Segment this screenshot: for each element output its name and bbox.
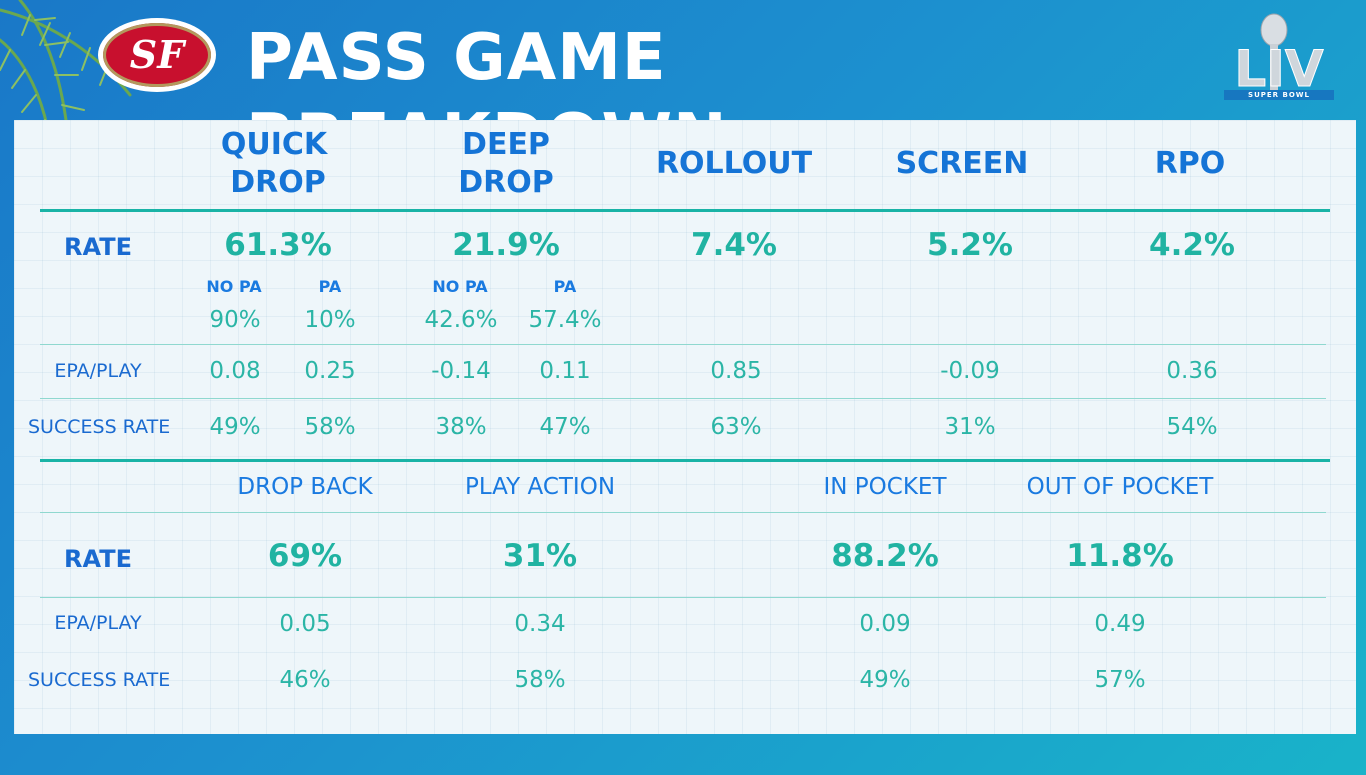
epa-rollout: 0.85 <box>710 358 762 384</box>
deep-no-pa-label: NO PA <box>432 277 488 296</box>
epa-rpo: 0.36 <box>1166 358 1218 384</box>
top-epa-label: EPA/PLAY <box>54 360 142 382</box>
rate-play-action: 31% <box>502 538 578 574</box>
col-rpo: RPO <box>1154 146 1226 181</box>
quick-no-pa-label: NO PA <box>206 277 262 296</box>
quick-pa-value: 10% <box>304 307 356 333</box>
deep-pa-label: PA <box>553 277 577 296</box>
super-bowl-trophy-icon: LIV <box>1234 13 1324 99</box>
epa-play-action: 0.34 <box>514 611 566 637</box>
49ers-logo-icon: SF <box>98 18 216 92</box>
epa-deep-no-pa: -0.14 <box>431 358 491 384</box>
epa-out-of-pocket: 0.49 <box>1094 611 1146 637</box>
page-title: PASS GAME BREAKDOWN <box>246 21 727 175</box>
success-quick-no-pa: 49% <box>209 414 261 440</box>
rate-rpo: 4.2% <box>1149 227 1235 263</box>
event-logo-caption: SUPER BOWL <box>1224 90 1334 100</box>
rate-deep-drop: 21.9% <box>452 227 560 263</box>
epa-screen: -0.09 <box>940 358 1000 384</box>
col-deep-drop-l1: DEEP <box>462 127 550 162</box>
rate-in-pocket: 88.2% <box>831 538 939 574</box>
team-logo-text: SF <box>129 32 185 77</box>
success-quick-pa: 58% <box>304 414 356 440</box>
epa-in-pocket: 0.09 <box>859 611 911 637</box>
epa-deep-pa: 0.11 <box>539 358 591 384</box>
top-success-label: SUCCESS RATE <box>28 416 171 438</box>
success-rpo: 54% <box>1166 414 1218 440</box>
top-rate-divider <box>40 344 1326 345</box>
col-drop-back: DROP BACK <box>237 474 373 500</box>
quick-pa-label: PA <box>318 277 342 296</box>
rate-quick-drop: 61.3% <box>224 227 332 263</box>
col-screen: SCREEN <box>895 146 1029 181</box>
success-rollout: 63% <box>710 414 762 440</box>
col-deep-drop-l2: DROP <box>458 165 554 200</box>
event-logo-text: LIV <box>1234 40 1323 98</box>
rate-rollout: 7.4% <box>691 227 777 263</box>
top-epa-divider <box>40 398 1326 399</box>
deep-pa-value: 57.4% <box>528 307 602 333</box>
bottom-success-label: SUCCESS RATE <box>28 669 171 691</box>
bottom-header-divider <box>40 512 1326 513</box>
rate-out-of-pocket: 11.8% <box>1066 538 1174 574</box>
success-out-of-pocket: 57% <box>1094 667 1146 693</box>
bottom-epa-label: EPA/PLAY <box>54 612 142 634</box>
col-out-of-pocket: OUT OF POCKET <box>1026 474 1214 500</box>
col-play-action: PLAY ACTION <box>464 474 616 500</box>
success-drop-back: 46% <box>279 667 331 693</box>
top-header-divider <box>40 209 1330 212</box>
epa-drop-back: 0.05 <box>279 611 331 637</box>
success-deep-pa: 47% <box>539 414 591 440</box>
col-rollout: ROLLOUT <box>655 146 813 181</box>
success-play-action: 58% <box>514 667 566 693</box>
col-quick-drop-l1: QUICK <box>220 127 328 162</box>
col-quick-drop-l2: DROP <box>230 165 326 200</box>
col-in-pocket: IN POCKET <box>823 474 947 500</box>
epa-quick-pa: 0.25 <box>304 358 356 384</box>
section-divider <box>40 459 1330 462</box>
success-deep-no-pa: 38% <box>435 414 487 440</box>
bottom-rate-label: RATE <box>64 545 132 573</box>
deep-no-pa-value: 42.6% <box>424 307 498 333</box>
quick-no-pa-value: 90% <box>209 307 261 333</box>
rate-drop-back: 69% <box>267 538 343 574</box>
rate-screen: 5.2% <box>927 227 1013 263</box>
bottom-rate-divider <box>40 597 1326 598</box>
success-screen: 31% <box>944 414 996 440</box>
epa-quick-no-pa: 0.08 <box>209 358 261 384</box>
success-in-pocket: 49% <box>859 667 911 693</box>
stats-panel <box>14 120 1356 734</box>
top-rate-label: RATE <box>64 233 132 261</box>
